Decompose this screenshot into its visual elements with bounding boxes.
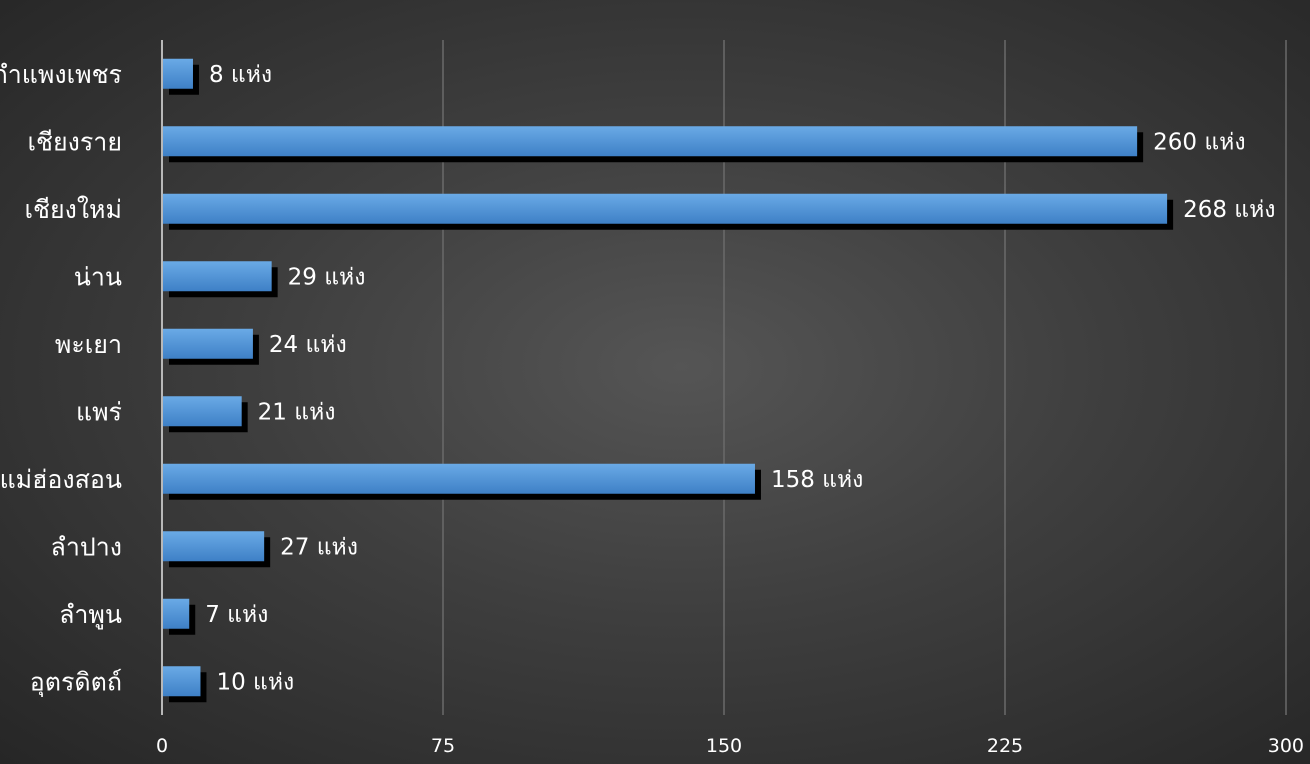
data-label: 8 แห่ง	[209, 62, 272, 88]
category-label: กำแพงเพชร	[0, 60, 122, 89]
data-label: 158 แห่ง	[771, 467, 863, 493]
category-label: แม่ฮ่องสอน	[0, 465, 122, 494]
data-label: 260 แห่ง	[1153, 129, 1245, 155]
x-tick-label: 75	[431, 735, 455, 757]
bar	[163, 261, 272, 292]
data-label: 21 แห่ง	[258, 399, 336, 425]
category-label: เชียงใหม่	[24, 195, 122, 224]
category-label: ลำปาง	[51, 532, 122, 561]
axes: 0 75 150 225 300 กำแพงเพชร 8 แห่งเชียงราย 260 แ…	[0, 40, 1304, 757]
x-tick-label: 0	[156, 735, 168, 757]
bar	[163, 396, 242, 427]
data-label: 27 แห่ง	[280, 534, 358, 560]
category-label: อุตรดิตถ์	[30, 667, 122, 697]
bar	[163, 531, 265, 562]
x-tick-label: 150	[706, 735, 742, 757]
bar	[163, 58, 193, 89]
bar	[163, 598, 190, 629]
data-label: 10 แห่ง	[216, 669, 294, 695]
category-label: พะเยา	[55, 330, 122, 359]
data-label: 268 แห่ง	[1183, 197, 1275, 223]
data-label: 29 แห่ง	[288, 264, 366, 290]
x-tick-label: 300	[1268, 735, 1304, 757]
bars	[163, 58, 1174, 703]
data-label: 24 แห่ง	[269, 332, 347, 358]
bar	[163, 126, 1138, 157]
bar	[163, 463, 755, 494]
category-label: แพร่	[76, 397, 122, 426]
category-label: น่าน	[74, 262, 122, 291]
category-label: เชียงราย	[28, 127, 122, 156]
bar	[163, 666, 201, 697]
data-label: 7 แห่ง	[205, 602, 268, 628]
x-tick-label: 225	[987, 735, 1023, 757]
bar	[163, 328, 253, 359]
bar	[163, 193, 1168, 224]
category-label: ลำพูน	[59, 600, 122, 630]
